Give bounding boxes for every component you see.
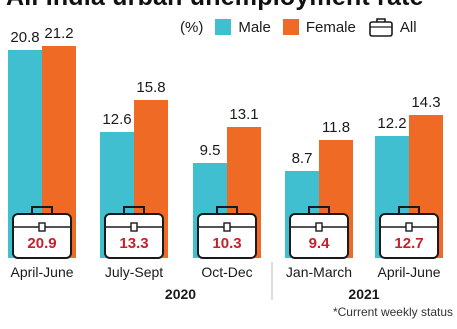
value-label-female-4: 14.3	[411, 94, 440, 111]
briefcase-handle	[123, 206, 145, 214]
year-label-1: 2021	[348, 286, 379, 302]
all-value-label-4: 12.7	[394, 235, 423, 252]
briefcase-handle	[308, 206, 330, 214]
year-label-0: 2020	[165, 286, 196, 302]
chart-title: All India urban unemployment rate	[6, 0, 424, 10]
legend: (%) Male Female All	[180, 16, 429, 38]
briefcase-clasp	[38, 222, 46, 232]
all-value-label-1: 13.3	[119, 235, 148, 252]
all-value-label-3: 9.4	[309, 235, 331, 252]
briefcase-icon	[197, 213, 257, 259]
briefcase-clasp	[405, 222, 413, 232]
briefcase-handle	[216, 206, 238, 214]
briefcase-clasp	[223, 222, 231, 232]
briefcase-icon	[379, 213, 439, 259]
value-label-male-3: 8.7	[292, 150, 313, 167]
category-label-4: April-June	[377, 264, 440, 280]
value-label-male-0: 20.8	[10, 29, 39, 46]
value-label-female-3: 11.8	[322, 119, 350, 136]
briefcase-icon	[12, 213, 72, 259]
category-label-3: Jan-March	[286, 264, 352, 280]
category-label-0: April-June	[10, 264, 73, 280]
value-label-male-1: 12.6	[102, 111, 131, 128]
all-value-label-0: 20.9	[27, 235, 56, 252]
legend-female-swatch	[282, 19, 299, 35]
legend-female-label: Female	[305, 18, 356, 36]
unit-label: (%)	[180, 18, 204, 36]
category-label-1: July-Sept	[105, 264, 163, 280]
legend-male-swatch	[215, 19, 232, 35]
briefcase-clasp	[315, 222, 323, 232]
all-value-label-2: 10.3	[212, 235, 241, 252]
category-label-2: Oct-Dec	[201, 264, 252, 280]
briefcase-handle	[398, 206, 420, 214]
footnote: *Current weekly status	[332, 305, 453, 319]
briefcase-icon	[368, 16, 394, 38]
chart-title-clip: All India urban unemployment rate	[0, 0, 457, 10]
briefcase-handle	[31, 206, 53, 214]
briefcase-icon	[104, 213, 164, 259]
value-label-male-2: 9.5	[200, 142, 221, 159]
value-label-female-0: 21.2	[44, 25, 73, 42]
value-label-male-4: 12.2	[377, 115, 406, 132]
legend-male-label: Male	[238, 18, 271, 36]
briefcase-icon	[289, 213, 349, 259]
value-label-female-2: 13.1	[229, 106, 258, 123]
value-label-female-1: 15.8	[136, 79, 165, 96]
briefcase-clasp	[130, 222, 138, 232]
legend-all-label: All	[399, 18, 417, 36]
